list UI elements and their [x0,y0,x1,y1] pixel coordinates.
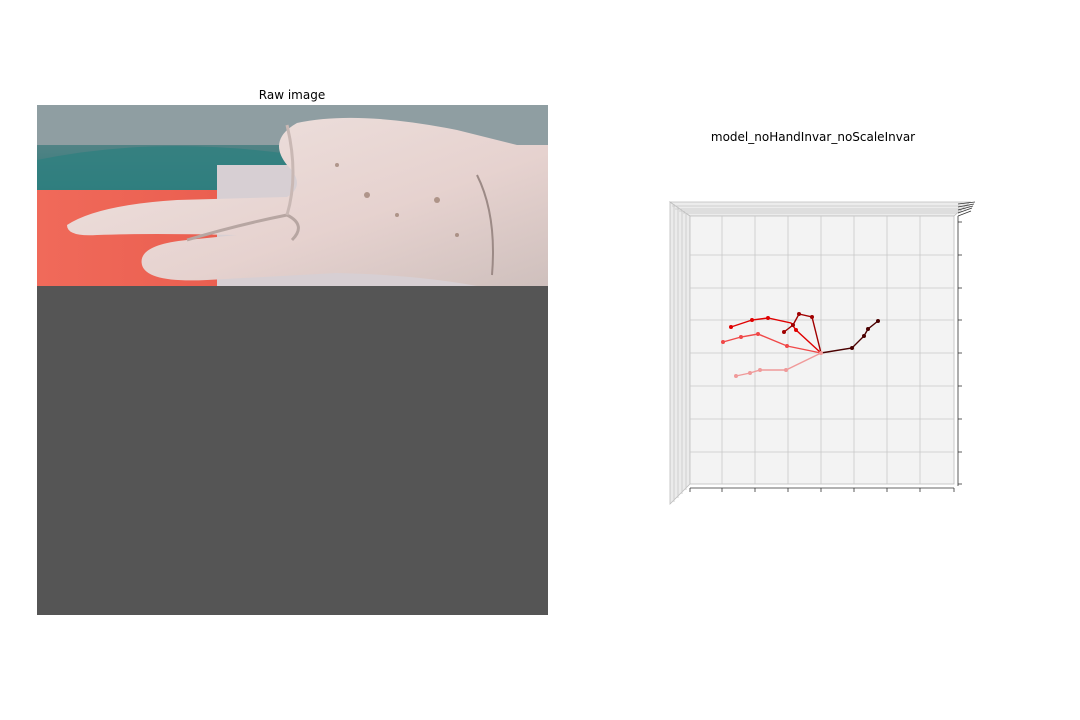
middle-chain [730,317,822,354]
axis-ticks [689,201,976,492]
hand-joints [721,312,880,378]
3d-axes-panes [668,201,976,505]
gloved-hand-photo-icon [37,105,548,615]
raw-image-title: Raw image [258,88,326,102]
model-plot-title: model_noHandInvar_noScaleInvar [710,130,916,144]
raw-image [37,105,548,615]
